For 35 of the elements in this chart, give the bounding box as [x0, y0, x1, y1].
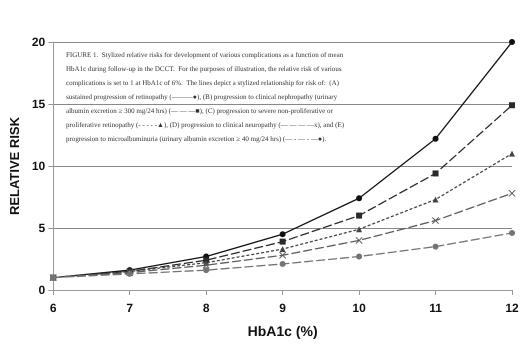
- x-tick-label: 10: [352, 301, 366, 315]
- point: [202, 262, 210, 269]
- x-tick-label: 9: [279, 301, 286, 315]
- point: [432, 244, 439, 250]
- point: [356, 236, 363, 244]
- point: [356, 226, 362, 232]
- x-axis-title: HbA1c (%): [248, 323, 318, 339]
- point: [356, 195, 362, 202]
- point: [432, 170, 439, 176]
- point: [280, 246, 286, 252]
- point: [432, 136, 439, 142]
- point: [509, 102, 515, 108]
- point: [432, 196, 439, 202]
- point: [356, 254, 362, 260]
- point: [509, 230, 515, 236]
- point: [356, 212, 362, 219]
- point: [280, 260, 286, 267]
- x-tick-label: 11: [429, 301, 442, 315]
- x-tick-label: 7: [126, 301, 134, 315]
- y-tick-label: 5: [38, 221, 46, 235]
- point: [280, 231, 286, 238]
- x-tick-label: 12: [505, 301, 519, 315]
- y-axis-title: RELATIVE RISK: [7, 116, 22, 215]
- point: [279, 252, 286, 259]
- point: [432, 217, 440, 224]
- x-tick-label: 8: [202, 301, 210, 315]
- point: [203, 267, 210, 274]
- x-tick-label: 6: [50, 301, 57, 315]
- y-tick-label: 0: [38, 283, 46, 297]
- y-tick-label: 15: [32, 97, 46, 111]
- point: [509, 39, 515, 45]
- y-tick-label: 20: [32, 35, 46, 49]
- y-tick-label: 10: [32, 159, 46, 173]
- point: [280, 238, 286, 245]
- point: [509, 150, 515, 157]
